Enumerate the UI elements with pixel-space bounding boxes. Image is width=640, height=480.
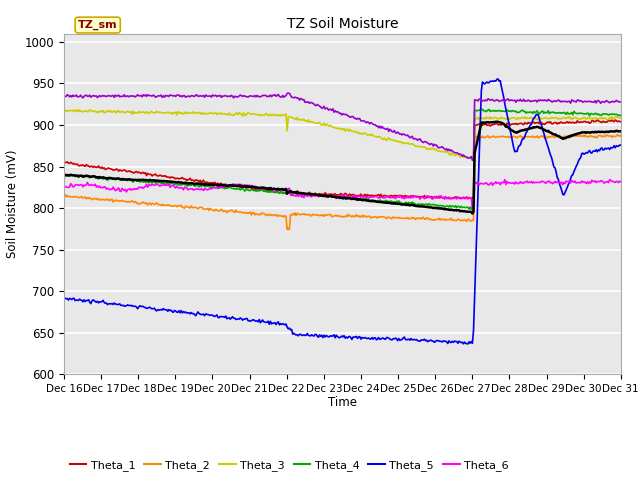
Theta_avg [492, 119, 500, 124]
Theta_6 [617, 179, 625, 185]
Theta_avg [60, 172, 68, 178]
Theta_avg [468, 211, 476, 216]
Theta_6 [60, 184, 68, 190]
Theta_avg [606, 129, 614, 134]
Theta_3 [60, 107, 68, 113]
Theta_5 [519, 136, 527, 142]
Theta_7 [326, 107, 333, 112]
Theta_2 [617, 132, 625, 138]
Theta_1 [60, 159, 68, 165]
Theta_3 [519, 115, 527, 121]
Theta_3 [326, 123, 333, 129]
Theta_6 [519, 180, 527, 185]
Theta_2 [518, 134, 525, 140]
Y-axis label: Soil Moisture (mV): Soil Moisture (mV) [6, 150, 19, 258]
Theta_5 [362, 335, 369, 340]
Theta_6 [328, 193, 335, 199]
Line: Theta_3: Theta_3 [64, 110, 621, 158]
Theta_avg [324, 193, 332, 199]
Line: Theta_7: Theta_7 [64, 93, 621, 160]
Theta_3 [362, 131, 370, 137]
Theta_avg [362, 197, 369, 203]
Theta_2 [329, 214, 337, 219]
Theta_2 [605, 133, 612, 139]
Theta_1 [518, 120, 525, 126]
Theta_5 [324, 334, 332, 340]
Theta_5 [460, 341, 467, 347]
Theta_avg [519, 127, 527, 133]
Theta_7 [362, 120, 370, 126]
Theta_3 [74, 107, 81, 113]
Theta_1 [593, 117, 601, 122]
Line: Theta_6: Theta_6 [64, 180, 621, 209]
Theta_1 [328, 192, 335, 198]
Theta_7 [393, 130, 401, 136]
Theta_2 [60, 192, 68, 198]
Theta_avg [328, 194, 335, 200]
Theta_5 [328, 333, 335, 339]
Theta_1 [362, 192, 369, 197]
Theta_3 [606, 115, 614, 120]
Theta_7 [606, 100, 614, 106]
Theta_7 [284, 90, 292, 96]
Theta_4 [328, 194, 335, 200]
Theta_2 [285, 227, 293, 232]
Theta_4 [324, 194, 332, 200]
Line: Theta_4: Theta_4 [64, 109, 621, 209]
Theta_2 [614, 132, 621, 138]
Theta_3 [465, 156, 473, 161]
Theta_3 [617, 115, 625, 121]
Theta_6 [362, 194, 369, 200]
Theta_4 [617, 113, 625, 119]
Theta_2 [362, 214, 370, 220]
Line: Theta_5: Theta_5 [64, 79, 621, 344]
Line: Theta_avg: Theta_avg [64, 121, 621, 214]
Text: TZ_sm: TZ_sm [78, 20, 118, 30]
Theta_1 [606, 118, 614, 123]
Theta_6 [470, 206, 477, 212]
Title: TZ Soil Moisture: TZ Soil Moisture [287, 17, 398, 31]
Theta_2 [393, 215, 401, 221]
Theta_5 [60, 296, 68, 301]
Theta_avg [617, 129, 625, 134]
Theta_4 [362, 196, 369, 202]
Theta_7 [329, 106, 337, 112]
Theta_7 [617, 99, 625, 105]
Theta_2 [326, 211, 333, 217]
Theta_7 [468, 157, 476, 163]
Theta_6 [501, 177, 509, 182]
Theta_1 [617, 119, 625, 125]
Theta_3 [329, 124, 337, 130]
Theta_1 [392, 193, 399, 199]
Theta_6 [606, 177, 614, 182]
X-axis label: Time: Time [328, 396, 357, 408]
Theta_7 [519, 98, 527, 104]
Theta_4 [467, 206, 475, 212]
Line: Theta_1: Theta_1 [64, 120, 621, 199]
Theta_4 [392, 200, 399, 205]
Theta_4 [519, 108, 527, 113]
Theta_5 [617, 142, 625, 148]
Theta_1 [324, 192, 332, 197]
Theta_4 [479, 107, 486, 112]
Theta_1 [447, 196, 455, 202]
Theta_5 [606, 146, 614, 152]
Theta_5 [494, 76, 502, 82]
Theta_3 [393, 138, 401, 144]
Theta_6 [324, 193, 332, 199]
Theta_4 [60, 171, 68, 177]
Theta_4 [606, 111, 614, 117]
Theta_7 [60, 95, 68, 100]
Line: Theta_2: Theta_2 [64, 135, 621, 229]
Theta_6 [392, 196, 399, 202]
Theta_avg [392, 201, 399, 206]
Theta_5 [392, 335, 399, 341]
